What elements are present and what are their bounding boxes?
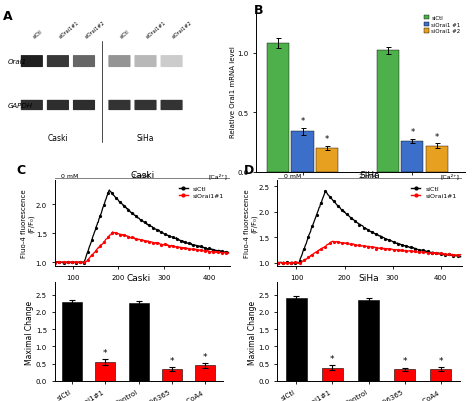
Text: siCtl: siCtl [32,29,43,40]
Text: *: * [330,354,335,363]
Bar [377,51,399,172]
Bar [95,362,115,381]
Y-axis label: Maximal Change: Maximal Change [25,300,34,364]
FancyBboxPatch shape [161,101,182,111]
FancyBboxPatch shape [135,101,156,111]
Text: *: * [203,352,208,360]
Text: *: * [402,356,407,365]
X-axis label: time,s: time,s [130,286,154,295]
Text: 0 mM: 0 mM [61,174,79,179]
Title: SiHa: SiHa [358,273,379,282]
Bar [394,370,415,381]
Text: B: B [254,4,263,17]
FancyBboxPatch shape [109,101,130,111]
FancyBboxPatch shape [21,56,43,68]
Text: 2 mM: 2 mM [359,174,376,179]
Text: *: * [170,356,174,365]
Title: SiHa: SiHa [359,171,380,180]
Text: *: * [410,128,414,137]
Text: siOrai1#1: siOrai1#1 [58,20,80,40]
Text: [Ca²⁺]: [Ca²⁺] [209,173,228,179]
Legend: siCtl, siOrai1#1: siCtl, siOrai1#1 [409,184,459,201]
FancyBboxPatch shape [73,101,95,111]
Bar [292,132,314,172]
Text: *: * [438,356,443,365]
Bar [195,365,215,381]
FancyBboxPatch shape [161,56,182,68]
Bar [162,369,182,381]
Bar [267,44,289,172]
Bar [128,304,149,381]
Text: [Ca²⁺]: [Ca²⁺] [441,173,460,179]
FancyBboxPatch shape [135,56,156,68]
Text: 2 mM: 2 mM [132,174,149,179]
Y-axis label: Maximal Change: Maximal Change [248,300,257,364]
Text: *: * [325,135,329,144]
Text: GAPDH: GAPDH [8,103,33,109]
FancyBboxPatch shape [47,56,69,68]
Text: siOrai1#1: siOrai1#1 [146,20,167,40]
Text: D: D [244,164,254,176]
Bar [322,368,343,381]
Text: SiHa: SiHa [137,133,154,142]
Bar [430,369,451,381]
Title: Caski: Caski [127,273,151,282]
FancyBboxPatch shape [21,101,43,111]
Bar [285,298,307,381]
FancyBboxPatch shape [47,101,69,111]
Bar [401,142,423,172]
Text: siOrai1#2: siOrai1#2 [172,20,193,40]
Title: Caski: Caski [130,171,155,180]
Bar [316,149,338,172]
Text: Orai1: Orai1 [8,59,27,65]
Text: A: A [3,10,12,23]
Bar [426,146,448,172]
FancyBboxPatch shape [73,56,95,68]
Legend: siCtl, siOrai1#1: siCtl, siOrai1#1 [176,184,227,201]
FancyBboxPatch shape [109,56,130,68]
Text: siCtl: siCtl [119,29,131,40]
Text: Caski: Caski [47,133,68,142]
Y-axis label: Fluo-4 fluorescence
(F/F₀): Fluo-4 fluorescence (F/F₀) [244,189,257,258]
Legend: siCtl, siOrai1 #1, siOrai1 #2: siCtl, siOrai1 #1, siOrai1 #2 [422,15,462,35]
Text: *: * [301,117,305,126]
Y-axis label: Relative Orai1 mRNA level: Relative Orai1 mRNA level [230,47,236,138]
Bar [62,303,82,381]
Text: *: * [103,348,108,357]
Text: *: * [435,133,439,142]
Bar [358,300,379,381]
Y-axis label: Fluo-4 fluorescence
(F/F₀): Fluo-4 fluorescence (F/F₀) [21,189,34,258]
X-axis label: time,s: time,s [358,286,382,295]
Text: siOrai1#2: siOrai1#2 [84,20,106,40]
Text: 0 mM: 0 mM [284,174,302,179]
Text: C: C [16,164,25,176]
